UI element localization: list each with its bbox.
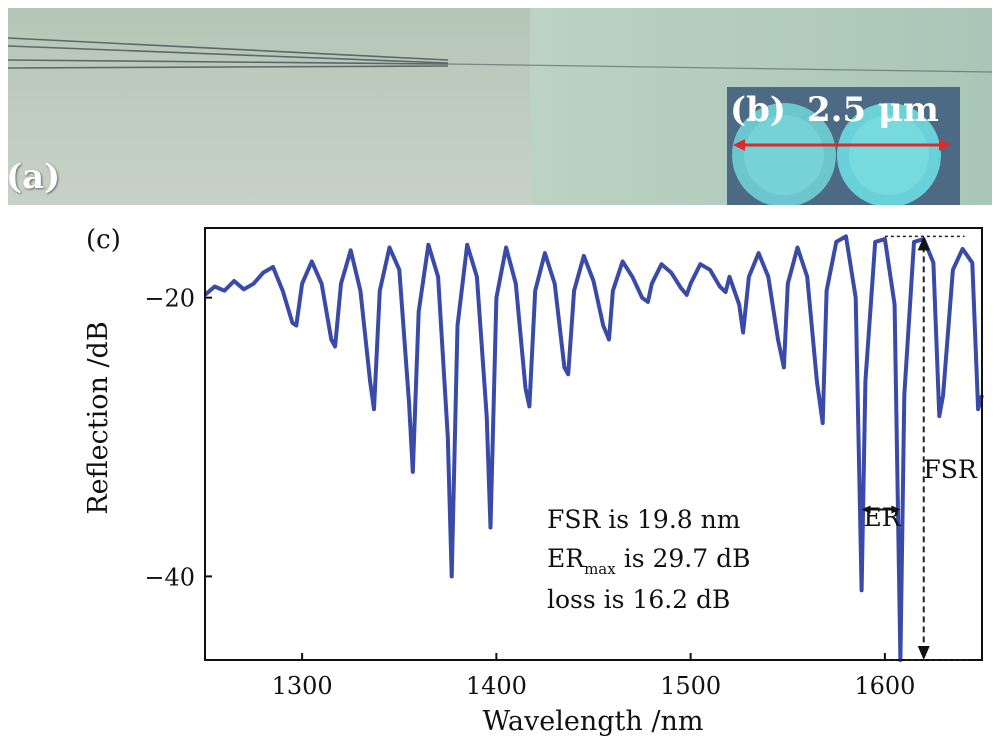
series-line-0	[203, 234, 984, 662]
x-ticks: 1300 1400 1500 1600	[272, 653, 915, 700]
y-axis-label: Reflection /dB	[83, 321, 114, 514]
er-arrow-left	[861, 505, 871, 514]
y-tick-label: −20	[144, 285, 195, 313]
x-tick-label: 1300	[272, 672, 333, 700]
reflection-chart: (c) 1300 1400 1500 1600 −20 −40 Wavelength /…	[0, 210, 1000, 750]
panel-label-a: (a)	[6, 157, 61, 197]
annotation-fsr: FSR is 19.8 nm	[547, 505, 741, 534]
plot-area	[203, 234, 984, 662]
scale-bar-label: 2.5 μm	[807, 90, 939, 130]
er-marker-label: ER	[863, 503, 901, 532]
chart-svg: (c) 1300 1400 1500 1600 −20 −40 Wavelength /…	[83, 225, 984, 737]
fiber-inset-b: (b) 2.5 μm	[727, 87, 960, 205]
scale-arrow	[733, 139, 951, 151]
x-tick-label: 1500	[660, 672, 721, 700]
fsr-arrow-up	[917, 236, 930, 251]
x-axis-label: Wavelength /nm	[483, 706, 704, 737]
annotation-block: FSR is 19.8 nm ERmax is 29.7 dB loss is 1…	[547, 505, 750, 614]
annotation-max-subscript: max	[584, 560, 616, 578]
y-tick-label: −40	[144, 563, 195, 591]
plot-frame	[204, 227, 983, 661]
waveguide-lines	[8, 37, 992, 73]
annotation-ermax-value: is 29.7 dB	[624, 544, 751, 573]
annotation-ermax: ERmax is 29.7 dB	[547, 544, 750, 578]
er-arrow-right	[891, 505, 901, 514]
fsr-er-markers	[861, 235, 969, 661]
annotation-er-text: ER	[547, 544, 585, 573]
x-tick-label: 1600	[854, 672, 915, 700]
annotation-loss: loss is 16.2 dB	[547, 585, 730, 614]
x-tick-label: 1400	[466, 672, 527, 700]
panel-label-b: (b)	[730, 90, 786, 130]
fsr-arrow-down	[917, 646, 930, 660]
y-ticks: −20 −40	[144, 285, 212, 591]
panel-label-c: (c)	[86, 225, 121, 255]
fsr-marker-label: FSR	[923, 455, 977, 484]
